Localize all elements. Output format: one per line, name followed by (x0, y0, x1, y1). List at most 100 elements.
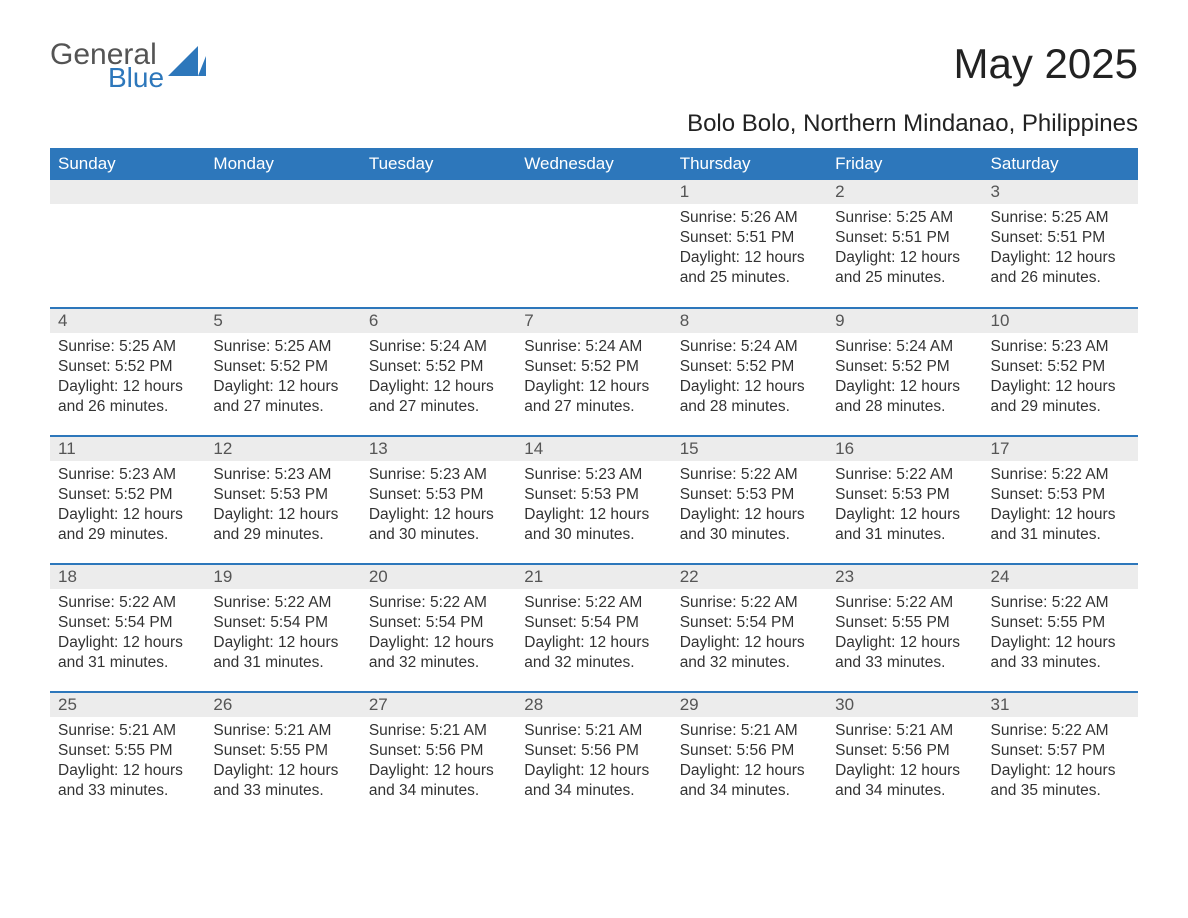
sunrise-line: Sunrise: 5:24 AM (835, 337, 974, 357)
sunrise-line: Sunrise: 5:26 AM (680, 208, 819, 228)
daylight-line: Daylight: 12 hours and 29 minutes. (58, 505, 197, 545)
calendar-cell: 27Sunrise: 5:21 AMSunset: 5:56 PMDayligh… (361, 692, 516, 820)
day-details: Sunrise: 5:25 AMSunset: 5:52 PMDaylight:… (50, 333, 205, 426)
calendar-cell: 24Sunrise: 5:22 AMSunset: 5:55 PMDayligh… (983, 564, 1138, 692)
sunrise-line: Sunrise: 5:21 AM (524, 721, 663, 741)
sunrise-line: Sunrise: 5:21 AM (369, 721, 508, 741)
daylight-line: Daylight: 12 hours and 32 minutes. (680, 633, 819, 673)
sunrise-line: Sunrise: 5:21 AM (835, 721, 974, 741)
sunset-line: Sunset: 5:52 PM (524, 357, 663, 377)
day-number: 9 (827, 309, 982, 333)
daylight-line: Daylight: 12 hours and 30 minutes. (369, 505, 508, 545)
day-details: Sunrise: 5:21 AMSunset: 5:56 PMDaylight:… (827, 717, 982, 810)
day-number: 28 (516, 693, 671, 717)
page-title: May 2025 (954, 40, 1138, 88)
calendar-week-row: 25Sunrise: 5:21 AMSunset: 5:55 PMDayligh… (50, 692, 1138, 820)
calendar-cell: 17Sunrise: 5:22 AMSunset: 5:53 PMDayligh… (983, 436, 1138, 564)
day-number: 21 (516, 565, 671, 589)
sunrise-line: Sunrise: 5:21 AM (680, 721, 819, 741)
sunrise-line: Sunrise: 5:21 AM (213, 721, 352, 741)
sunrise-line: Sunrise: 5:23 AM (369, 465, 508, 485)
daylight-line: Daylight: 12 hours and 25 minutes. (680, 248, 819, 288)
day-number: 24 (983, 565, 1138, 589)
daylight-line: Daylight: 12 hours and 34 minutes. (680, 761, 819, 801)
sunset-line: Sunset: 5:56 PM (369, 741, 508, 761)
sunset-line: Sunset: 5:53 PM (991, 485, 1130, 505)
sunset-line: Sunset: 5:53 PM (524, 485, 663, 505)
day-details: Sunrise: 5:24 AMSunset: 5:52 PMDaylight:… (516, 333, 671, 426)
calendar-cell: 21Sunrise: 5:22 AMSunset: 5:54 PMDayligh… (516, 564, 671, 692)
daylight-line: Daylight: 12 hours and 26 minutes. (58, 377, 197, 417)
day-number: 2 (827, 180, 982, 204)
day-number: 29 (672, 693, 827, 717)
sunset-line: Sunset: 5:53 PM (213, 485, 352, 505)
daylight-line: Daylight: 12 hours and 33 minutes. (213, 761, 352, 801)
day-details: Sunrise: 5:21 AMSunset: 5:56 PMDaylight:… (516, 717, 671, 810)
day-details: Sunrise: 5:21 AMSunset: 5:55 PMDaylight:… (205, 717, 360, 810)
calendar-cell: 1Sunrise: 5:26 AMSunset: 5:51 PMDaylight… (672, 180, 827, 308)
day-number: 17 (983, 437, 1138, 461)
col-header: Friday (827, 148, 982, 180)
sunset-line: Sunset: 5:52 PM (58, 357, 197, 377)
day-number: 6 (361, 309, 516, 333)
day-number (361, 180, 516, 204)
calendar-cell: 23Sunrise: 5:22 AMSunset: 5:55 PMDayligh… (827, 564, 982, 692)
daylight-line: Daylight: 12 hours and 28 minutes. (835, 377, 974, 417)
calendar-cell: 8Sunrise: 5:24 AMSunset: 5:52 PMDaylight… (672, 308, 827, 436)
calendar-cell: 26Sunrise: 5:21 AMSunset: 5:55 PMDayligh… (205, 692, 360, 820)
sunset-line: Sunset: 5:52 PM (369, 357, 508, 377)
calendar-cell: 13Sunrise: 5:23 AMSunset: 5:53 PMDayligh… (361, 436, 516, 564)
daylight-line: Daylight: 12 hours and 32 minutes. (369, 633, 508, 673)
sunrise-line: Sunrise: 5:23 AM (213, 465, 352, 485)
daylight-line: Daylight: 12 hours and 25 minutes. (835, 248, 974, 288)
sunset-line: Sunset: 5:53 PM (680, 485, 819, 505)
calendar-cell: 5Sunrise: 5:25 AMSunset: 5:52 PMDaylight… (205, 308, 360, 436)
calendar-cell: 15Sunrise: 5:22 AMSunset: 5:53 PMDayligh… (672, 436, 827, 564)
daylight-line: Daylight: 12 hours and 29 minutes. (213, 505, 352, 545)
daylight-line: Daylight: 12 hours and 35 minutes. (991, 761, 1130, 801)
daylight-line: Daylight: 12 hours and 31 minutes. (58, 633, 197, 673)
day-details: Sunrise: 5:22 AMSunset: 5:53 PMDaylight:… (672, 461, 827, 554)
day-details: Sunrise: 5:22 AMSunset: 5:54 PMDaylight:… (516, 589, 671, 682)
sunset-line: Sunset: 5:55 PM (213, 741, 352, 761)
sunrise-line: Sunrise: 5:21 AM (58, 721, 197, 741)
calendar-cell: 28Sunrise: 5:21 AMSunset: 5:56 PMDayligh… (516, 692, 671, 820)
sunset-line: Sunset: 5:52 PM (680, 357, 819, 377)
calendar-cell: 7Sunrise: 5:24 AMSunset: 5:52 PMDaylight… (516, 308, 671, 436)
calendar-cell: 11Sunrise: 5:23 AMSunset: 5:52 PMDayligh… (50, 436, 205, 564)
day-number: 22 (672, 565, 827, 589)
header: General Blue May 2025 (50, 40, 1138, 92)
sunrise-line: Sunrise: 5:25 AM (58, 337, 197, 357)
calendar-cell (361, 180, 516, 308)
day-details: Sunrise: 5:26 AMSunset: 5:51 PMDaylight:… (672, 204, 827, 297)
sunset-line: Sunset: 5:52 PM (835, 357, 974, 377)
day-details: Sunrise: 5:22 AMSunset: 5:57 PMDaylight:… (983, 717, 1138, 810)
day-number: 14 (516, 437, 671, 461)
calendar-cell: 29Sunrise: 5:21 AMSunset: 5:56 PMDayligh… (672, 692, 827, 820)
calendar-cell: 31Sunrise: 5:22 AMSunset: 5:57 PMDayligh… (983, 692, 1138, 820)
calendar-cell: 20Sunrise: 5:22 AMSunset: 5:54 PMDayligh… (361, 564, 516, 692)
col-header: Sunday (50, 148, 205, 180)
sunset-line: Sunset: 5:55 PM (835, 613, 974, 633)
sunrise-line: Sunrise: 5:22 AM (680, 465, 819, 485)
sunset-line: Sunset: 5:54 PM (213, 613, 352, 633)
daylight-line: Daylight: 12 hours and 31 minutes. (991, 505, 1130, 545)
day-number: 30 (827, 693, 982, 717)
location-subtitle: Bolo Bolo, Northern Mindanao, Philippine… (50, 110, 1138, 138)
day-number: 12 (205, 437, 360, 461)
brand-word2: Blue (108, 64, 164, 92)
sunrise-line: Sunrise: 5:22 AM (369, 593, 508, 613)
daylight-line: Daylight: 12 hours and 34 minutes. (524, 761, 663, 801)
sunrise-line: Sunrise: 5:25 AM (213, 337, 352, 357)
day-number: 5 (205, 309, 360, 333)
calendar-cell (50, 180, 205, 308)
day-details: Sunrise: 5:22 AMSunset: 5:54 PMDaylight:… (361, 589, 516, 682)
calendar-week-row: 4Sunrise: 5:25 AMSunset: 5:52 PMDaylight… (50, 308, 1138, 436)
calendar-week-row: 11Sunrise: 5:23 AMSunset: 5:52 PMDayligh… (50, 436, 1138, 564)
calendar-cell: 19Sunrise: 5:22 AMSunset: 5:54 PMDayligh… (205, 564, 360, 692)
sunset-line: Sunset: 5:55 PM (991, 613, 1130, 633)
daylight-line: Daylight: 12 hours and 34 minutes. (369, 761, 508, 801)
daylight-line: Daylight: 12 hours and 30 minutes. (524, 505, 663, 545)
day-number (50, 180, 205, 204)
daylight-line: Daylight: 12 hours and 34 minutes. (835, 761, 974, 801)
